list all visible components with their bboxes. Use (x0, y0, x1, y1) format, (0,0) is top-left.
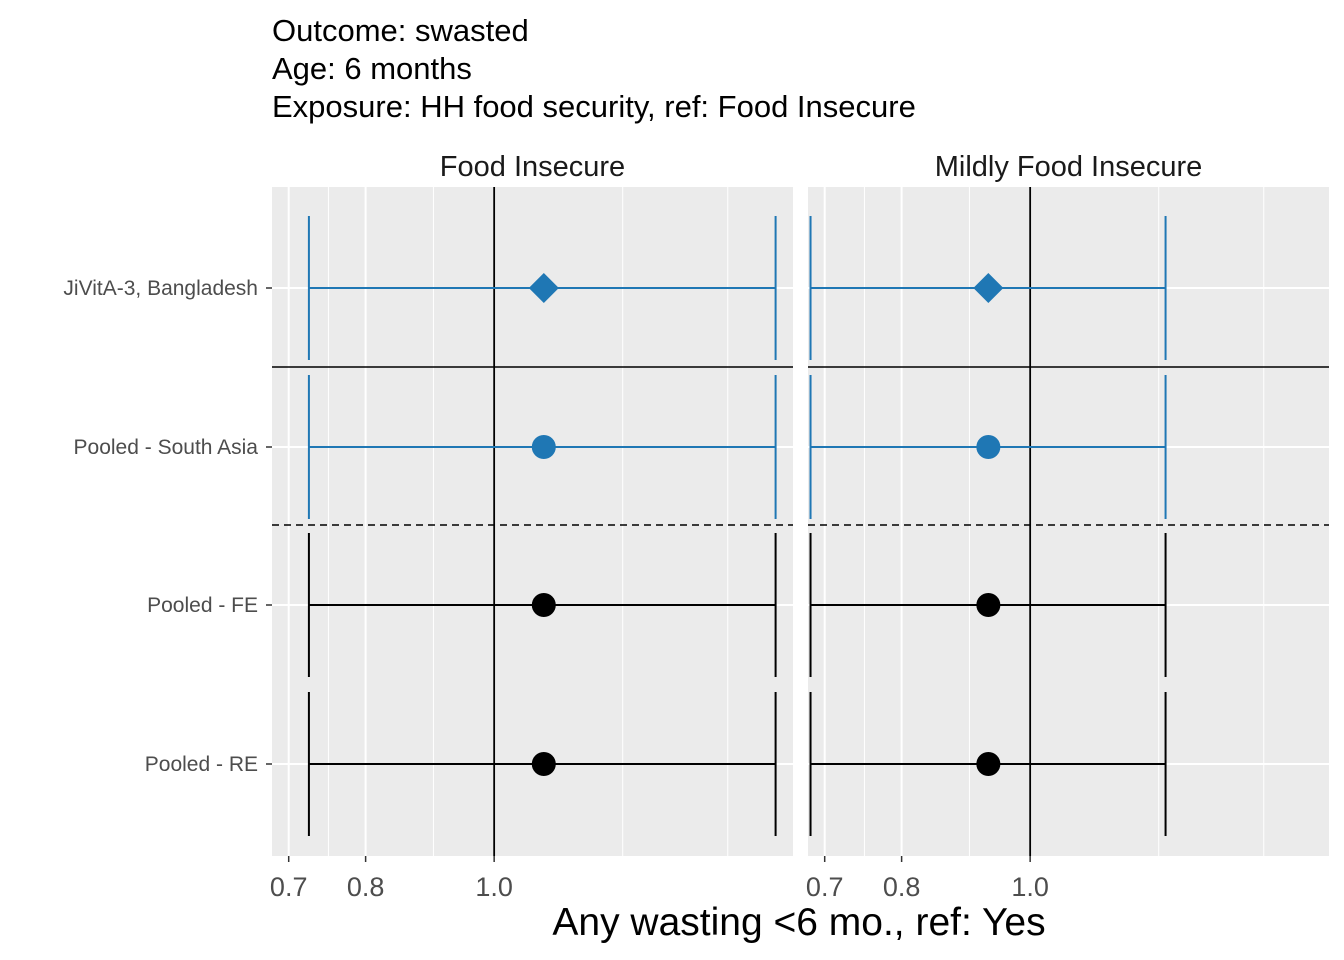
point-circle (976, 593, 1001, 617)
estimate-row (809, 533, 1167, 677)
point-circle (976, 435, 1001, 459)
title-outcome: Outcome: swasted (272, 13, 529, 48)
y-axis: JiVitA-3, Bangladesh Pooled - South Asia P… (63, 277, 272, 776)
x-axis-title: Any wasting <6 mo., ref: Yes (552, 901, 1045, 944)
x-tick-label: 0.8 (883, 872, 921, 902)
estimate-row (809, 216, 1167, 360)
point-diamond (528, 273, 559, 303)
point-diamond (973, 273, 1004, 303)
point-circle (531, 752, 556, 776)
x-tick-label: 1.0 (475, 872, 513, 902)
panel-background (272, 187, 793, 856)
panel-background (808, 187, 1329, 856)
plot-title: Outcome: swasted Age: 6 months Exposure:… (272, 12, 916, 126)
y-tick-label: Pooled - South Asia (74, 436, 259, 459)
title-exposure: Exposure: HH food security, ref: Food In… (272, 89, 916, 124)
x-tick-label: 1.0 (1011, 872, 1049, 902)
x-tick-label: 0.8 (347, 872, 385, 902)
estimate-row (307, 216, 777, 360)
estimate-row (307, 375, 777, 519)
panel-0: Food Insecure 0.7 0.8 1.0 (270, 151, 793, 902)
point-circle (531, 435, 556, 459)
estimate-row (307, 533, 777, 677)
point-circle (531, 593, 556, 617)
x-tick-label: 0.7 (806, 872, 844, 902)
title-age: Age: 6 months (272, 51, 472, 86)
panel-strip-label: Mildly Food Insecure (935, 151, 1203, 183)
panel-strip-label: Food Insecure (440, 151, 625, 183)
point-circle (976, 752, 1001, 776)
y-tick-label: JiVitA-3, Bangladesh (63, 277, 258, 300)
y-tick-label: Pooled - RE (145, 753, 258, 776)
y-tick-label: Pooled - FE (147, 594, 258, 617)
estimate-row (809, 692, 1167, 836)
estimate-row (307, 692, 777, 836)
panel-1: Mildly Food Insecure 0.7 0.8 1.0 (806, 151, 1329, 902)
x-tick-label: 0.7 (270, 872, 308, 902)
estimate-row (809, 375, 1167, 519)
